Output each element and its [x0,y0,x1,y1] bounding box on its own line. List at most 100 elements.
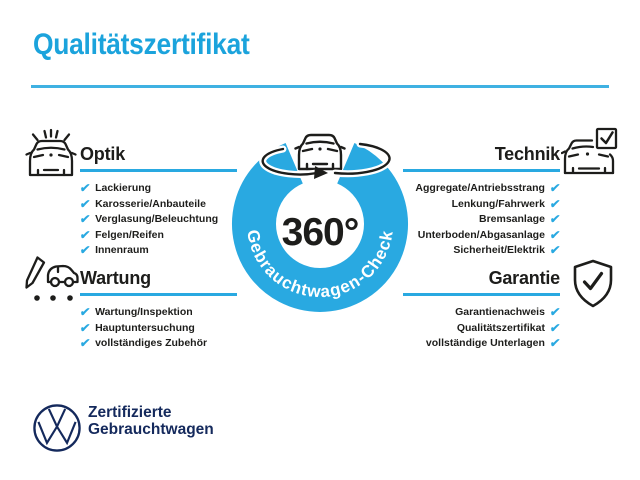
check-item-label: Karosserie/Anbauteile [95,197,206,210]
pencil [25,256,46,289]
checkbox [595,127,618,150]
check-icon: ✔ [79,305,92,320]
car-shine-icon [25,128,77,177]
check-item: Aggregate/Antriebsstrang ✔ [403,181,561,197]
section-title-technik: Technik [494,144,560,164]
car-body-right [608,153,615,175]
header-divider [31,85,609,88]
check-item: Bremsanlage ✔ [403,212,561,228]
checklist-wartung: ✔ Wartung/Inspektion ✔ Hauptuntersuchung ✔ vo… [79,305,237,352]
check-item-label: Sicherheit/Elektrik [453,244,545,257]
check-item-label: Bremsanlage [478,213,545,226]
car-mirror [561,150,567,155]
shield-check-icon [573,259,613,308]
check-icon: ✔ [79,320,92,335]
check-item: ✔ Lackierung [79,181,237,197]
brand-line-2: Gebrauchtwagen [88,421,214,438]
wheel-rear [49,276,61,288]
car-bumper [36,168,66,177]
section-underline [80,169,237,172]
vw-logo-circle [33,404,81,452]
car-windshield [571,145,595,150]
check-item-label: vollständiges Zubehör [95,337,208,350]
check-item-label: Lackierung [95,182,152,195]
check-icon: ✔ [548,320,561,335]
check-icon: ✔ [548,181,561,196]
car-bumper [305,162,335,171]
car-body [563,139,594,175]
check-item-label: Aggregate/Antriebsstrang [415,182,545,195]
dot-3 [67,295,73,301]
shine-rays [31,128,71,142]
section-underline [80,293,237,296]
car-bottom [563,166,615,175]
check-item-label: Wartung/Inspektion [95,306,193,319]
checklist-garantie: Garantienachweis ✔ Qualitätszertifikat ✔ vol… [403,305,561,352]
section-title-wartung: Wartung [80,268,151,288]
checkbox-check [600,131,614,145]
rotation-arc-left [261,147,319,176]
car-headlights [301,147,339,153]
brand-line-1: Zertifizierte [88,404,172,421]
check-item-label: Verglasung/Beleuchtung [95,213,219,226]
check-icon: ✔ [548,336,561,351]
check-item: Garantienachweis ✔ [403,305,561,321]
section-wartung: Wartung ✔ Wartung/Inspektion ✔ Hauptuntersu… [79,268,237,352]
car-windshield [36,146,66,151]
check-icon: ✔ [79,212,92,227]
car-emblem-dot [318,147,322,151]
wheel-front [63,276,75,288]
rotation-arrowhead [314,166,328,179]
page-title: Qualitätszertifikat [33,28,250,61]
shield-check [582,271,604,291]
vw-logo-w [37,421,77,446]
check-icon: ✔ [79,181,92,196]
car-mirrors [294,145,346,150]
checklist-technik: Aggregate/Antriebsstrang ✔ Lenkung/Fahrwer… [403,181,561,259]
check-icon: ✔ [79,336,92,351]
check-item-label: Garantienachweis [455,306,545,319]
car-windshield [305,140,335,145]
check-item-label: vollständige Unterlagen [425,337,545,350]
check-icon: ✔ [79,196,92,211]
check-item: ✔ Hauptuntersuchung [79,320,237,336]
check-item-label: Felgen/Reifen [95,228,164,241]
car-headlights [567,153,610,158]
check-item: vollständige Unterlagen ✔ [403,336,561,352]
service-checklist-icon [25,256,79,301]
check-item-label: Unterboden/Abgasanlage [417,228,545,241]
section-garantie: Garantie Garantienachweis ✔ Qualitätszerti… [403,268,561,352]
check-item: Unterboden/Abgasanlage ✔ [403,227,561,243]
car-emblem-dot [585,152,590,156]
checklist-optik: ✔ Lackierung ✔ Karosserie/Anbauteile ✔ Vergla… [79,181,237,259]
check-item-label: Hauptuntersuchung [95,321,195,334]
car-emblem-dot [49,153,53,157]
check-item-label: Qualitätszertifikat [456,321,545,334]
check-item: Qualitätszertifikat ✔ [403,320,561,336]
check-item: ✔ Innenraum [79,243,237,259]
badge-degree-label: 360° [282,211,359,254]
car-mirrors [25,151,77,156]
section-technik: Technik Aggregate/Antriebsstrang ✔ Lenkung… [403,144,561,259]
check-icon: ✔ [548,196,561,211]
badge-ring [232,142,408,312]
car-body [28,139,74,177]
check-item: ✔ Felgen/Reifen [79,227,237,243]
check-icon: ✔ [548,227,561,242]
section-underline [403,293,560,296]
car-checkbox-icon [561,127,618,175]
section-underline [403,169,560,172]
section-title-optik: Optik [80,144,126,164]
brand-wordmark: Zertifizierte Gebrauchtwagen [88,404,214,438]
check-item: ✔ Verglasung/Beleuchtung [79,212,237,228]
check-item: Sicherheit/Elektrik ✔ [403,243,561,259]
dot-1 [34,295,40,301]
check-item: Lenkung/Fahrwerk ✔ [403,196,561,212]
car-headlights [32,153,70,159]
check-item: ✔ Wartung/Inspektion [79,305,237,321]
check-icon: ✔ [79,243,92,258]
vw-logo-v [47,408,67,430]
check-icon: ✔ [548,212,561,227]
car-rotation-icon [259,133,394,179]
